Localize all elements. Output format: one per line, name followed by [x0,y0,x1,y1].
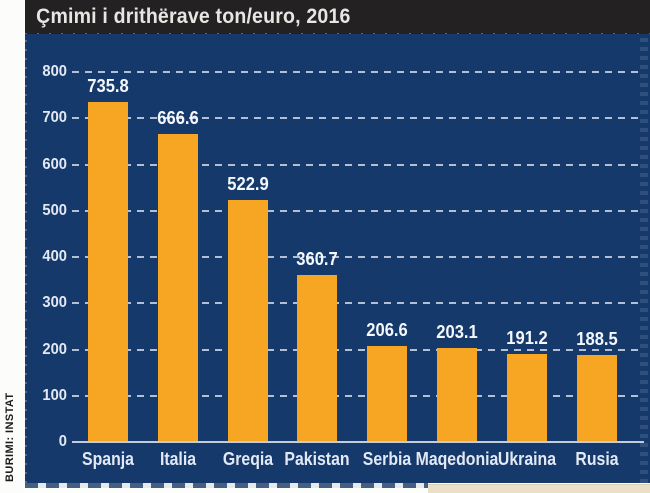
x-axis-line [72,441,644,443]
scan-artifact-bottom-edge [25,483,428,488]
value-label-serbia: 206.6 [366,320,408,341]
y-tick-label-300: 300 [42,294,67,312]
y-tick-label-100: 100 [42,386,67,404]
x-tick-label-maqedonia: Maqedonia [415,449,499,469]
y-tick-label-400: 400 [42,248,67,265]
bar-italia [157,133,198,442]
bar-pakistan [297,275,338,442]
y-tick-label-500: 500 [42,201,67,219]
value-label-greqia: 522.9 [226,174,269,195]
y-tick-label-800: 800 [42,63,67,80]
x-tick-label-pakistan: Pakistan [284,449,350,469]
y-tick-label-700: 700 [42,109,67,127]
chart-title: Çmimi i drithërave ton/euro, 2016 [36,5,351,28]
bar-ukraina [506,353,547,442]
value-label-maqedonia: 203.1 [436,322,478,343]
gridline-200 [72,348,644,351]
chart-panel: 0 100 200 300 400 500 600 700 800 735.8 Spanja 666.… [25,34,650,483]
x-tick-label-ukraina: Ukraina [497,449,556,469]
value-label-ukraina: 191.2 [506,327,548,348]
adjacent-content-edge [428,484,650,493]
gridline-500 [72,209,644,212]
gridline-100 [72,394,644,397]
value-label-pakistan: 360.7 [296,249,339,270]
source-credit-label: BURIMI: INSTAT [4,392,16,482]
x-tick-label-rusia: Rusia [575,449,619,469]
gridline-800 [72,71,644,73]
x-tick-label-italia: Italia [159,449,196,469]
bar-serbia [367,346,408,442]
x-tick-label-greqia: Greqia [222,449,273,469]
y-tick-label-0: 0 [58,433,67,450]
plot-area: 0 100 200 300 400 500 600 700 800 735.8 Spanja 666.… [25,34,650,483]
x-tick-label-spanja: Spanja [82,449,134,469]
source-column: BURIMI: INSTAT [0,0,25,493]
gridline-600 [72,163,644,166]
bar-spanja [88,101,128,442]
bar-rusia [576,354,617,442]
y-tick-label-200: 200 [42,340,67,358]
bar-greqia [227,200,268,442]
value-label-rusia: 188.5 [575,328,618,349]
value-label-spanja: 735.8 [87,75,129,96]
gridline-400 [72,256,644,258]
chart-title-bar: Çmimi i drithërave ton/euro, 2016 [25,0,650,35]
gridline-300 [72,302,644,305]
y-tick-label-600: 600 [42,155,67,173]
bar-maqedonia [437,348,477,442]
gridline-700 [72,117,644,120]
x-tick-label-serbia: Serbia [362,449,412,469]
value-label-italia: 666.6 [157,107,199,128]
